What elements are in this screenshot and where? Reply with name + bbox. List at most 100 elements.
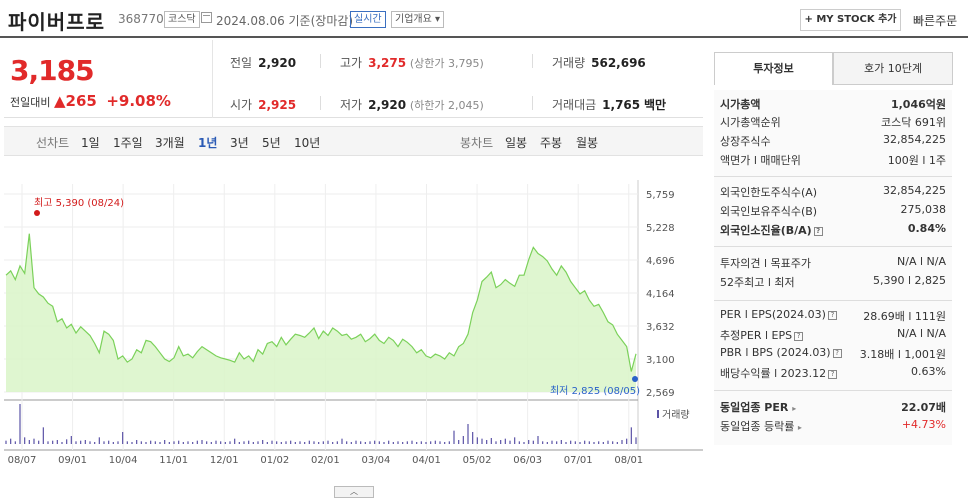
volume-bar (444, 442, 446, 444)
help-icon[interactable]: ? (794, 331, 804, 341)
volume-bar (537, 436, 539, 444)
volume-bar (229, 441, 231, 444)
y-tick-label: 3,632 (646, 322, 675, 333)
invest-info-table: 시가총액 1,046억원 시가총액순위 코스닥 691위 상장주식수 32,854,2… (714, 90, 952, 445)
volume-bar (145, 442, 147, 444)
volume-bar (327, 440, 329, 444)
market-cap-rank-row: 시가총액순위 코스닥 691위 (720, 114, 946, 132)
opinion-value: N/A l N/A (897, 255, 946, 268)
trade-amount-value: 1,765 (602, 98, 641, 112)
volume-bar (448, 441, 450, 444)
chevron-right-icon: ▸ (797, 423, 802, 432)
volume-bar (584, 440, 586, 444)
volume-bar (630, 427, 632, 444)
candle-daily[interactable]: 일봉 (505, 136, 528, 150)
volume-bar (224, 442, 226, 444)
x-tick-label: 08/01 (614, 455, 643, 466)
volume-bar (80, 440, 82, 444)
y-tick-label: 3,100 (646, 355, 675, 366)
help-icon[interactable]: ? (827, 310, 837, 320)
volume-bar (406, 441, 408, 444)
candle-weekly[interactable]: 주봉 (540, 136, 563, 150)
quick-order-link[interactable]: 빠른주문 (913, 14, 958, 28)
shares-value: 32,854,225 (883, 133, 946, 146)
sector-per-label-wrap[interactable]: 동일업종 PER ▸ (720, 399, 796, 415)
volume-bar (33, 438, 35, 444)
volume-bar (495, 441, 497, 444)
foreign-ratio-row: 외국인소진율(B/A)? 0.84% (720, 222, 946, 240)
low-label: 저가 (340, 98, 363, 112)
stock-name: 파이버프로 (8, 10, 105, 34)
volume-bar (131, 442, 133, 444)
per-value: 28.69배 l 111원 (863, 310, 946, 323)
help-icon[interactable]: ? (832, 348, 842, 358)
realtime-button[interactable]: 실시간 (350, 11, 386, 28)
volume-bar (168, 442, 170, 444)
high-value: 3,275 (368, 56, 407, 70)
market-cap-row: 시가총액 1,046억원 (720, 96, 946, 114)
volume-bar (140, 441, 142, 444)
tab-hoga[interactable]: 호가 10단계 (833, 52, 953, 85)
foreign-limit-label: 외국인한도주식수(A) (720, 186, 818, 199)
volume-label: 거래량 (552, 56, 586, 70)
volume-bar (5, 440, 7, 444)
min-label: 최저 2,825 (08/05) (550, 385, 640, 397)
volume-bar (215, 440, 217, 444)
pbr-label-wrap: PBR l BPS (2024.03)? (720, 346, 842, 359)
period-1w[interactable]: 1주일 (113, 136, 143, 150)
foreign-limit-value: 32,854,225 (883, 184, 946, 197)
volume-bar (355, 440, 357, 444)
volume-bar (210, 442, 212, 444)
per-label: PER l EPS(2024.03) (720, 308, 826, 321)
period-5y[interactable]: 5년 (262, 136, 281, 150)
period-3y[interactable]: 3년 (230, 136, 249, 150)
volume-bar (52, 440, 54, 444)
low-price: 저가 2,920 (하한가 2,045) (340, 96, 484, 113)
sector-change-label-wrap[interactable]: 동일업종 등락률 ▸ (720, 418, 802, 434)
y-tick-label: 4,164 (646, 289, 675, 300)
period-3m[interactable]: 3개월 (155, 136, 185, 150)
market-cap-rank-value: 코스닥 691위 (881, 116, 946, 129)
x-tick-label: 05/02 (463, 455, 492, 466)
volume-bar (397, 441, 399, 444)
foreign-ratio-label-wrap: 외국인소진율(B/A)? (720, 222, 823, 238)
volume-bar (150, 440, 152, 444)
chart-collapse-button[interactable]: ︿ (334, 486, 374, 498)
week52-row: 52주최고 l 최저 5,390 l 2,825 (720, 274, 946, 292)
help-icon[interactable]: ? (828, 369, 838, 379)
mystock-add-button[interactable]: + MY STOCK 추가 (800, 9, 901, 31)
foreign-limit-row: 외국인한도주식수(A) 32,854,225 (720, 184, 946, 202)
company-overview-dropdown[interactable]: 기업개요 ▾ (391, 11, 445, 28)
period-1d[interactable]: 1일 (81, 136, 100, 150)
prev-close: 전일 2,920 (230, 54, 296, 71)
tab-invest-info[interactable]: 투자정보 (714, 52, 833, 85)
volume-bar (411, 440, 413, 444)
volume-bar (234, 438, 236, 444)
divider (714, 390, 952, 391)
volume-bar (383, 442, 385, 444)
volume-bar (453, 430, 455, 444)
period-1y[interactable]: 1년 (198, 136, 218, 150)
change-label: 전일대비 (10, 96, 51, 109)
price-change: 전일대비 ▲265 +9.08% (10, 92, 171, 110)
volume-chart-label: 거래량 (662, 409, 690, 421)
volume-bar (66, 439, 68, 444)
price-chart[interactable]: 5,759 5,228 4,696 4,164 3,632 3,100 2,569 08/0… (4, 160, 703, 495)
volume-bar (514, 437, 516, 444)
foreign-hold-value: 275,038 (900, 203, 947, 216)
foreign-ratio-value: 0.84% (907, 222, 946, 235)
help-icon[interactable]: ? (813, 226, 823, 236)
volume-bar (490, 438, 492, 444)
period-10y[interactable]: 10년 (294, 136, 321, 150)
trade-amount-label: 거래대금 (552, 98, 597, 112)
volume-bar (19, 404, 21, 444)
volume-bar (14, 441, 16, 444)
volume-bar (38, 440, 40, 444)
x-tick-label: 06/03 (513, 455, 542, 466)
dividend-label: 배당수익률 l 2023.12 (720, 367, 827, 380)
volume-bar (402, 442, 404, 444)
volume-bar (570, 440, 572, 444)
volume-bar (416, 442, 418, 444)
candle-monthly[interactable]: 월봉 (576, 136, 599, 150)
sector-per-label: 동일업종 PER (720, 401, 789, 414)
